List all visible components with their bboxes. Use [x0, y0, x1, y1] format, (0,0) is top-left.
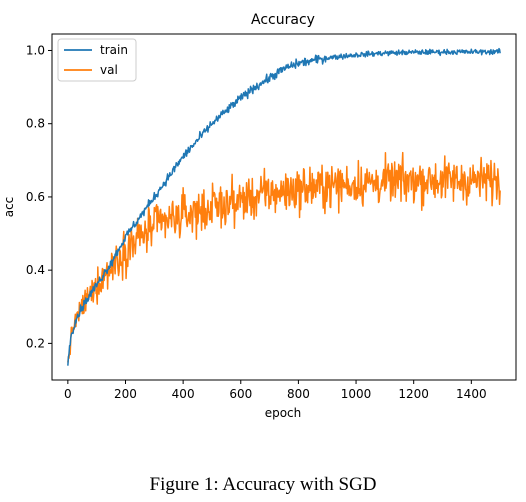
legend-label-val: val	[100, 63, 118, 77]
series-line-val	[67, 151, 501, 363]
x-axis-label: epoch	[265, 406, 302, 420]
series-layer	[67, 47, 501, 366]
figure-caption: Figure 1: Accuracy with SGD	[149, 474, 377, 495]
series-line-train	[67, 47, 501, 366]
y-tick-label: 0.2	[26, 336, 45, 350]
chart-title: Accuracy	[251, 12, 315, 28]
x-tick-label: 1400	[456, 387, 487, 401]
y-tick-label: 0.8	[26, 117, 45, 131]
x-tick-label: 200	[114, 387, 137, 401]
y-axis-label: acc	[2, 197, 16, 218]
accuracy-chart: Accuracy epoch acc 0 200 400 600 800 1000 1200…	[2, 12, 517, 420]
x-tick-label: 800	[287, 387, 310, 401]
plot-frame	[51, 33, 517, 381]
y-tick-label: 0.6	[26, 190, 45, 204]
x-tick-label: 0	[64, 387, 72, 401]
x-tick-label: 400	[172, 387, 195, 401]
x-axis-ticks: 0 200 400 600 800 1000 1200 1400	[64, 380, 487, 401]
y-tick-label: 0.4	[26, 263, 45, 277]
y-axis-ticks: 0.2 0.4 0.6 0.8 1.0	[26, 43, 52, 350]
y-tick-label: 1.0	[26, 43, 45, 57]
legend-label-train: train	[100, 43, 128, 57]
x-tick-label: 1200	[398, 387, 429, 401]
x-tick-label: 600	[229, 387, 252, 401]
legend: train val	[57, 38, 137, 82]
x-tick-label: 1000	[341, 387, 372, 401]
